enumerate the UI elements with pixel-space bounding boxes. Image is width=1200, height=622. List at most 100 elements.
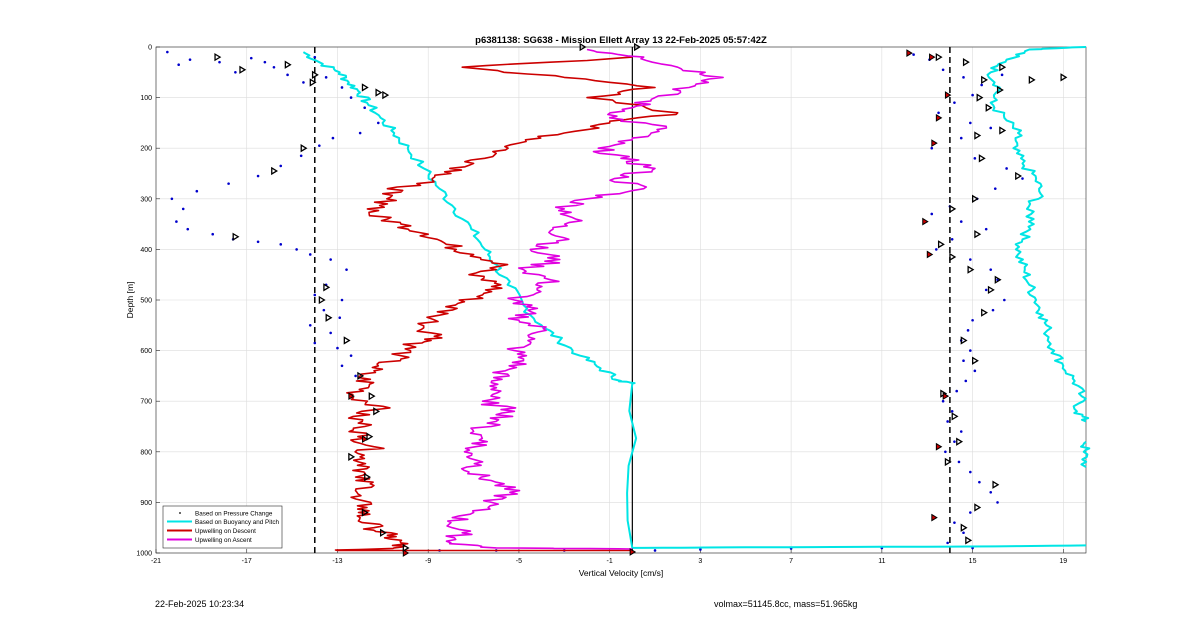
open-triangle-marker <box>239 65 247 74</box>
filled-triangle-marker <box>906 49 913 57</box>
pressure-change-point <box>340 364 344 368</box>
pressure-change-point <box>256 240 260 244</box>
pressure-change-point <box>279 243 283 246</box>
pressure-change-point <box>272 65 276 69</box>
y-tick-label: 200 <box>140 146 152 153</box>
legend-entry-buoyancy: Based on Buoyancy and Pitch <box>167 519 280 526</box>
pressure-change-point <box>354 374 357 378</box>
pressure-change-point <box>953 521 956 524</box>
pressure-change-point <box>299 154 303 158</box>
pressure-change-point <box>256 174 260 178</box>
open-triangle-marker <box>379 528 387 537</box>
pressure-change-point <box>973 369 977 373</box>
legend-entry-ascent: Upwelling on Ascent <box>167 537 252 544</box>
pressure-change-point <box>973 157 977 160</box>
footer-timestamp: 22-Feb-2025 10:23:34 <box>155 599 245 609</box>
pressure-change-point <box>969 121 972 125</box>
pressure-change-point <box>318 144 321 147</box>
filled-triangle-marker <box>931 139 938 148</box>
open-triangle-marker <box>271 166 279 176</box>
pressure-change-point <box>227 182 230 185</box>
pressure-change-point <box>363 106 366 110</box>
pressure-change-point <box>188 58 192 61</box>
filled-triangle-marker <box>922 217 929 226</box>
open-triangle-marker <box>999 63 1007 72</box>
pressure-change-point <box>989 268 993 271</box>
open-triangle-marker <box>965 536 973 545</box>
pressure-change-point <box>340 86 344 89</box>
open-triangle-marker <box>348 452 356 462</box>
pressure-change-point <box>941 68 945 72</box>
pressure-change-point <box>962 359 965 363</box>
filled-triangle-marker <box>931 513 938 522</box>
open-triangle-marker <box>357 371 365 381</box>
x-tick-label: -17 <box>242 558 252 565</box>
open-triangle-marker <box>960 523 968 532</box>
pressure-change-point <box>699 548 702 551</box>
grid <box>155 46 1086 554</box>
pressure-change-point <box>966 329 970 332</box>
buoyancy-pitch-line <box>1080 440 1091 468</box>
pressure-change-point <box>313 55 317 59</box>
open-triangle-marker <box>364 472 372 482</box>
pressure-change-point <box>302 81 305 84</box>
open-triangle-marker <box>960 336 968 345</box>
open-triangle-marker <box>311 70 319 79</box>
open-triangle-marker <box>992 480 1000 489</box>
open-triangle-marker <box>956 437 964 446</box>
open-triangle-marker <box>634 42 641 52</box>
pressure-change-point <box>950 410 954 413</box>
legend: Based on Pressure Change Based on Buoyan… <box>162 505 283 549</box>
pressure-change-point <box>969 349 972 352</box>
open-triangle-marker <box>323 283 331 292</box>
pressure-change-point <box>313 293 317 297</box>
pressure-change-point <box>286 73 289 77</box>
y-tick-label: 300 <box>140 196 152 203</box>
x-axis-label: Vertical Velocity [cm/s] <box>579 568 664 578</box>
open-triangle-marker <box>981 75 988 85</box>
pressure-change-point <box>955 389 959 393</box>
pressure-change-point <box>181 207 185 211</box>
open-triangle-marker <box>978 154 986 163</box>
open-triangle-marker <box>373 407 381 416</box>
buoyancy-pitch-line <box>632 544 1087 549</box>
pressure-change-point <box>978 480 981 484</box>
pressure-change-point <box>186 227 190 231</box>
pressure-change-point <box>912 53 915 56</box>
pressure-change-point <box>345 268 348 271</box>
pressure-change-point <box>376 121 380 125</box>
open-triangle-marker <box>994 275 1002 284</box>
markers-layer <box>214 42 1068 557</box>
filled-triangle-marker <box>926 250 934 259</box>
legend-ascent-label: Upwelling on Ascent <box>195 537 252 544</box>
pressure-change-point <box>329 258 332 261</box>
legend-box <box>162 505 283 549</box>
x-tick-label: -9 <box>425 558 431 565</box>
pressure-change-point <box>941 399 945 403</box>
open-triangle-marker <box>361 508 369 517</box>
reference-lines <box>314 47 951 553</box>
pressure-change-point <box>989 490 993 494</box>
open-triangle-marker <box>974 503 982 512</box>
pressure-change-point <box>930 212 934 216</box>
pressure-change-point <box>329 331 332 335</box>
pressure-change-point <box>953 440 956 443</box>
pressure-change-point <box>324 76 328 79</box>
open-triangle-marker <box>1015 171 1023 181</box>
pressure-change-point <box>349 354 353 357</box>
x-tick-label: -21 <box>151 558 161 565</box>
pressure-change-point <box>946 541 949 545</box>
open-triangle-marker <box>1028 75 1036 85</box>
pressure-change-point <box>308 253 312 256</box>
pressure-change-point <box>980 83 983 87</box>
x-tick-label: 3 <box>698 558 702 565</box>
y-tick-label: 1000 <box>136 551 152 558</box>
pressure-change-point <box>1005 167 1008 170</box>
open-triangle-marker <box>944 457 952 467</box>
upwelling-ascent-line <box>445 48 724 550</box>
pressure-change-point <box>962 531 965 535</box>
pressure-change-point <box>959 220 963 223</box>
open-triangle-marker <box>232 232 240 241</box>
x-tick-label: -13 <box>332 558 342 565</box>
